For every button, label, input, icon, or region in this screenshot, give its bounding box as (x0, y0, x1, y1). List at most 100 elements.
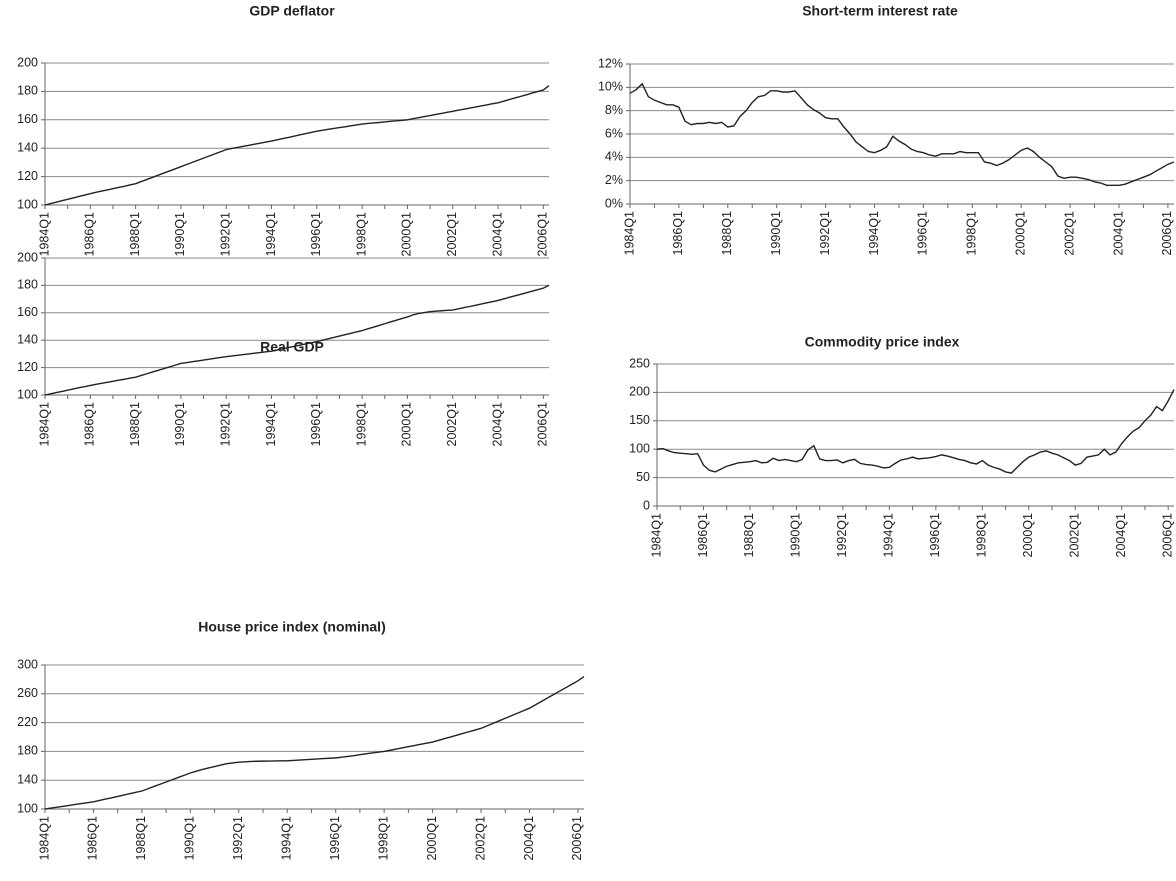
y-tick-label: 180 (17, 278, 38, 292)
x-tick-label: 1998Q1 (354, 212, 368, 257)
series-line (629, 82, 1175, 187)
y-tick-label: 200 (17, 250, 38, 264)
x-tick-label: 2006Q1 (570, 816, 584, 861)
chart-title: House price index (nominal) (198, 619, 385, 635)
x-tick-label: 1986Q1 (83, 402, 97, 447)
x-tick-label: 1990Q1 (769, 211, 783, 256)
y-tick-label: 120 (17, 169, 38, 183)
x-tick-label: 2006Q1 (1160, 513, 1174, 558)
series-line (44, 284, 550, 396)
x-tick-label: 2004Q1 (490, 402, 504, 447)
x-tick-label: 1992Q1 (219, 212, 233, 257)
x-tick-label: 1996Q1 (916, 211, 930, 256)
x-tick-label: 1998Q1 (354, 402, 368, 447)
x-tick-label: 2000Q1 (1021, 513, 1035, 558)
x-tick-label: 1984Q1 (622, 211, 636, 256)
x-tick-label: 1986Q1 (83, 212, 97, 257)
y-tick-label: 4% (605, 150, 623, 164)
x-tick-label: 2006Q1 (536, 212, 550, 257)
x-tick-label: 1994Q1 (264, 402, 278, 447)
y-tick-label: 100 (17, 197, 38, 211)
x-tick-label: 1990Q1 (183, 816, 197, 861)
y-tick-label: 220 (17, 715, 38, 729)
x-tick-label: 1984Q1 (37, 212, 51, 257)
x-tick-label: 1998Q1 (975, 513, 989, 558)
x-tick-label: 2000Q1 (400, 212, 414, 257)
series-line (656, 389, 1175, 474)
x-tick-label: 2000Q1 (400, 402, 414, 447)
x-tick-label: 1994Q1 (882, 513, 896, 558)
x-tick-label: 1996Q1 (928, 513, 942, 558)
y-tick-label: 200 (629, 385, 650, 399)
y-tick-label: 120 (17, 360, 38, 374)
y-tick-label: 12% (598, 56, 623, 70)
y-tick-label: 0 (643, 498, 650, 512)
x-tick-label: 1986Q1 (671, 211, 685, 256)
x-tick-label: 1984Q1 (37, 402, 51, 447)
x-tick-label: 2004Q1 (490, 212, 504, 257)
y-tick-label: 260 (17, 686, 38, 700)
y-tick-label: 6% (605, 126, 623, 140)
y-tick-label: 300 (17, 657, 38, 671)
x-tick-label: 1988Q1 (134, 816, 148, 861)
chart-title: Commodity price index (805, 334, 960, 350)
x-tick-label: 2002Q1 (473, 816, 487, 861)
x-tick-label: 2004Q1 (1114, 513, 1128, 558)
x-tick-label: 1984Q1 (649, 513, 663, 558)
y-tick-label: 160 (17, 305, 38, 319)
y-tick-label: 0% (605, 196, 623, 210)
x-tick-label: 2000Q1 (425, 816, 439, 861)
y-tick-label: 100 (17, 801, 38, 815)
x-tick-label: 1994Q1 (264, 212, 278, 257)
x-tick-label: 2004Q1 (522, 816, 536, 861)
x-tick-label: 2000Q1 (1013, 211, 1027, 256)
chart-title: Short-term interest rate (802, 3, 958, 19)
x-tick-label: 2002Q1 (1062, 211, 1076, 256)
x-tick-label: 2002Q1 (445, 402, 459, 447)
x-tick-label: 1990Q1 (789, 513, 803, 558)
x-tick-label: 2002Q1 (1068, 513, 1082, 558)
x-tick-label: 2004Q1 (1111, 211, 1125, 256)
series-line (44, 85, 550, 206)
y-tick-label: 160 (17, 112, 38, 126)
x-tick-label: 1998Q1 (376, 816, 390, 861)
y-tick-label: 100 (629, 441, 650, 455)
x-tick-label: 1992Q1 (818, 211, 832, 256)
x-tick-label: 1992Q1 (835, 513, 849, 558)
x-tick-label: 1988Q1 (720, 211, 734, 256)
x-tick-label: 1992Q1 (219, 402, 233, 447)
x-tick-label: 1996Q1 (328, 816, 342, 861)
x-tick-label: 1996Q1 (309, 212, 323, 257)
x-tick-label: 1986Q1 (696, 513, 710, 558)
x-tick-label: 1992Q1 (231, 816, 245, 861)
x-tick-label: 1984Q1 (37, 816, 51, 861)
y-tick-label: 10% (598, 80, 623, 94)
x-tick-label: 1994Q1 (867, 211, 881, 256)
x-tick-label: 1988Q1 (128, 402, 142, 447)
y-tick-label: 140 (17, 772, 38, 786)
x-tick-label: 1996Q1 (309, 402, 323, 447)
y-tick-label: 100 (17, 387, 38, 401)
y-tick-label: 250 (629, 356, 650, 370)
x-tick-label: 1990Q1 (173, 402, 187, 447)
y-tick-label: 180 (17, 744, 38, 758)
x-tick-label: 1988Q1 (742, 513, 756, 558)
y-tick-label: 50 (636, 470, 650, 484)
y-tick-label: 180 (17, 84, 38, 98)
y-tick-label: 2% (605, 173, 623, 187)
x-tick-label: 1994Q1 (280, 816, 294, 861)
series-line (44, 675, 585, 810)
y-tick-label: 140 (17, 140, 38, 154)
x-tick-label: 1998Q1 (965, 211, 979, 256)
x-tick-label: 1990Q1 (173, 212, 187, 257)
y-tick-label: 140 (17, 332, 38, 346)
x-tick-label: 1988Q1 (128, 212, 142, 257)
y-tick-label: 150 (629, 413, 650, 427)
y-tick-label: 200 (17, 55, 38, 69)
x-tick-label: 2002Q1 (445, 212, 459, 257)
x-tick-label: 2006Q1 (536, 402, 550, 447)
x-tick-label: 1986Q1 (86, 816, 100, 861)
chart-title: GDP deflator (249, 3, 335, 19)
x-tick-label: 2006Q1 (1160, 211, 1174, 256)
